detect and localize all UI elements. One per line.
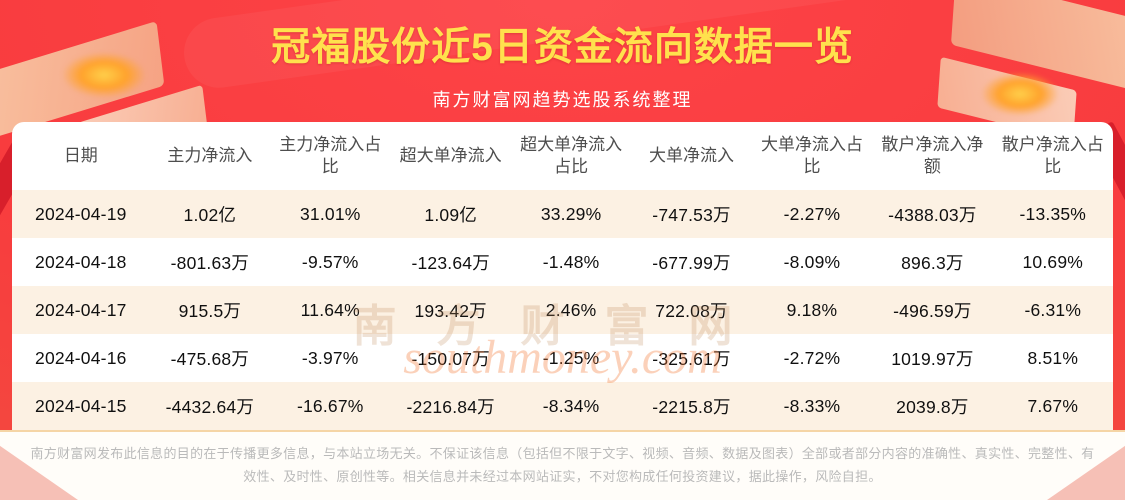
cell-xl-order-net-inflow-ratio: -8.34% <box>542 395 600 416</box>
cell-large-order-net-inflow-ratio: -8.33% <box>783 395 841 416</box>
cell-main-net-inflow: -801.63万 <box>170 252 250 273</box>
cell-main-net-inflow: -4432.64万 <box>165 396 255 417</box>
cell-xl-order-net-inflow: -2216.84万 <box>406 396 495 417</box>
cell-main-net-inflow-ratio: -9.57% <box>301 251 359 272</box>
cell-retail-net-inflow-ratio: 7.67% <box>1027 395 1079 416</box>
cell-xl-order-net-inflow-ratio: 2.46% <box>545 299 597 320</box>
cell-large-order-net-inflow: -2215.8万 <box>652 396 731 417</box>
cell-main-net-inflow-ratio: 11.64% <box>300 299 360 320</box>
column-header-large-order-net-inflow: 大单净流入 <box>649 145 735 165</box>
cell-date: 2024-04-15 <box>35 395 127 416</box>
table-header-row: 日期 主力净流入 主力净流入占比 超大单净流入 超大单净流入占比 大单净流入 大… <box>12 122 1113 190</box>
cell-retail-net-inflow-ratio: 8.51% <box>1027 347 1079 368</box>
column-header-main-net-inflow-ratio: 主力净流入占比 <box>279 134 382 176</box>
cell-retail-net-inflow-ratio: -6.31% <box>1024 299 1082 320</box>
cell-retail-net-inflow: -496.59万 <box>893 300 972 321</box>
cell-large-order-net-inflow-ratio: -8.09% <box>783 251 841 272</box>
cell-main-net-inflow: 1.02亿 <box>183 204 237 225</box>
cell-retail-net-inflow: 1019.97万 <box>891 348 974 369</box>
column-header-date: 日期 <box>63 145 98 165</box>
cell-large-order-net-inflow-ratio: -2.27% <box>783 203 841 224</box>
cell-retail-net-inflow-ratio: 10.69% <box>1022 251 1084 272</box>
cell-xl-order-net-inflow-ratio: -1.48% <box>542 251 600 272</box>
page-title: 冠福股份近5日资金流向数据一览 <box>271 26 854 69</box>
cell-date: 2024-04-16 <box>35 347 127 368</box>
fund-flow-table: 日期 主力净流入 主力净流入占比 超大单净流入 超大单净流入占比 大单净流入 大… <box>12 122 1113 430</box>
cell-retail-net-inflow-ratio: -13.35% <box>1019 203 1087 224</box>
cell-retail-net-inflow: -4388.03万 <box>888 204 977 225</box>
cell-retail-net-inflow: 896.3万 <box>901 252 964 273</box>
cell-xl-order-net-inflow: 1.09亿 <box>424 204 477 225</box>
column-header-main-net-inflow: 主力净流入 <box>167 145 253 165</box>
cell-date: 2024-04-17 <box>35 299 127 320</box>
cell-xl-order-net-inflow-ratio: -1.25% <box>542 347 600 368</box>
data-table-card: 南方财富网 southmoney.com 日期 主力净流入 主力净流入占比 超大… <box>12 122 1113 430</box>
cell-xl-order-net-inflow-ratio: 33.29% <box>540 203 602 224</box>
table-row: 2024-04-15 -4432.64万 -16.67% -2216.84万 -… <box>12 382 1113 430</box>
table-row: 2024-04-16 -475.68万 -3.97% -150.07万 -1.2… <box>12 334 1113 382</box>
cell-large-order-net-inflow: -747.53万 <box>652 204 731 225</box>
page-header: 冠福股份近5日资金流向数据一览 南方财富网趋势选股系统整理 <box>0 0 1125 112</box>
cell-large-order-net-inflow: 722.08万 <box>655 300 728 321</box>
cell-main-net-inflow-ratio: -3.97% <box>301 347 359 368</box>
cell-large-order-net-inflow: -325.61万 <box>652 348 731 369</box>
cell-retail-net-inflow: 2039.8万 <box>896 396 969 417</box>
cell-date: 2024-04-18 <box>35 251 127 272</box>
cell-large-order-net-inflow-ratio: 9.18% <box>786 299 838 320</box>
cell-date: 2024-04-19 <box>35 203 127 224</box>
cell-xl-order-net-inflow: -150.07万 <box>411 348 490 369</box>
cell-main-net-inflow: -475.68万 <box>170 348 250 369</box>
cell-large-order-net-inflow-ratio: -2.72% <box>783 347 841 368</box>
cell-xl-order-net-inflow: 193.42万 <box>414 300 487 321</box>
column-header-large-order-net-inflow-ratio: 大单净流入占比 <box>760 134 863 176</box>
cell-main-net-inflow-ratio: 31.01% <box>299 203 361 224</box>
cell-main-net-inflow: 915.5万 <box>178 300 242 321</box>
column-header-retail-net-inflow-ratio: 散户净流入占比 <box>1001 134 1104 176</box>
cell-large-order-net-inflow: -677.99万 <box>652 252 731 273</box>
cell-xl-order-net-inflow: -123.64万 <box>411 252 490 273</box>
disclaimer-text: 南方财富网发布此信息的目的在于传播更多信息，与本站立场无关。不保证该信息（包括但… <box>30 446 1095 484</box>
table-row: 2024-04-17 915.5万 11.64% 193.42万 2.46% 7… <box>12 286 1113 334</box>
table-row: 2024-04-18 -801.63万 -9.57% -123.64万 -1.4… <box>12 238 1113 286</box>
column-header-xl-order-net-inflow-ratio: 超大单净流入占比 <box>520 134 623 176</box>
column-header-xl-order-net-inflow: 超大单净流入 <box>399 145 502 165</box>
footer-disclaimer-bar: 南方财富网发布此信息的目的在于传播更多信息，与本站立场无关。不保证该信息（包括但… <box>0 430 1125 500</box>
page-subtitle: 南方财富网趋势选股系统整理 <box>432 90 693 110</box>
cell-main-net-inflow-ratio: -16.67% <box>296 395 364 416</box>
table-row: 2024-04-19 1.02亿 31.01% 1.09亿 33.29% -74… <box>12 190 1113 238</box>
column-header-retail-net-inflow: 散户净流入净额 <box>881 134 984 176</box>
